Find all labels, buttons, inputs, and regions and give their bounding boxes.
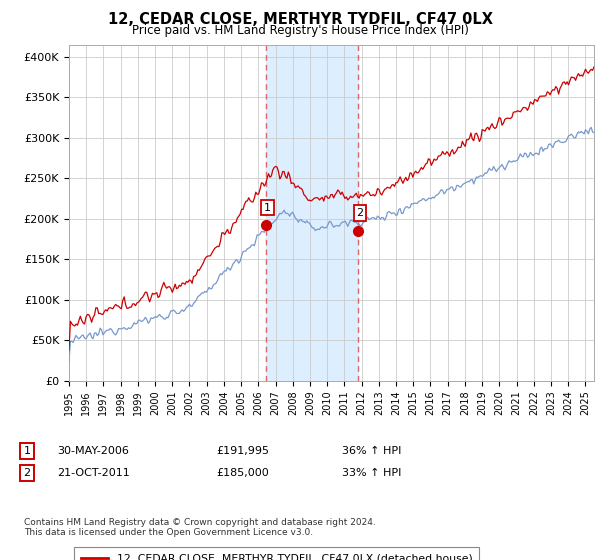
Text: 21-OCT-2011: 21-OCT-2011 <box>57 468 130 478</box>
Text: 1: 1 <box>23 446 31 456</box>
Text: Contains HM Land Registry data © Crown copyright and database right 2024.
This d: Contains HM Land Registry data © Crown c… <box>24 518 376 538</box>
Legend: 12, CEDAR CLOSE, MERTHYR TYDFIL, CF47 0LX (detached house), HPI: Average price, : 12, CEDAR CLOSE, MERTHYR TYDFIL, CF47 0L… <box>74 548 479 560</box>
Text: 30-MAY-2006: 30-MAY-2006 <box>57 446 129 456</box>
Text: £185,000: £185,000 <box>216 468 269 478</box>
Text: 2: 2 <box>23 468 31 478</box>
Text: 2: 2 <box>356 208 364 218</box>
Text: 33% ↑ HPI: 33% ↑ HPI <box>342 468 401 478</box>
Text: 12, CEDAR CLOSE, MERTHYR TYDFIL, CF47 0LX: 12, CEDAR CLOSE, MERTHYR TYDFIL, CF47 0L… <box>107 12 493 27</box>
Text: Price paid vs. HM Land Registry's House Price Index (HPI): Price paid vs. HM Land Registry's House … <box>131 24 469 37</box>
Text: 36% ↑ HPI: 36% ↑ HPI <box>342 446 401 456</box>
Text: 1: 1 <box>264 203 271 213</box>
Bar <box>266 45 358 381</box>
Text: £191,995: £191,995 <box>216 446 269 456</box>
